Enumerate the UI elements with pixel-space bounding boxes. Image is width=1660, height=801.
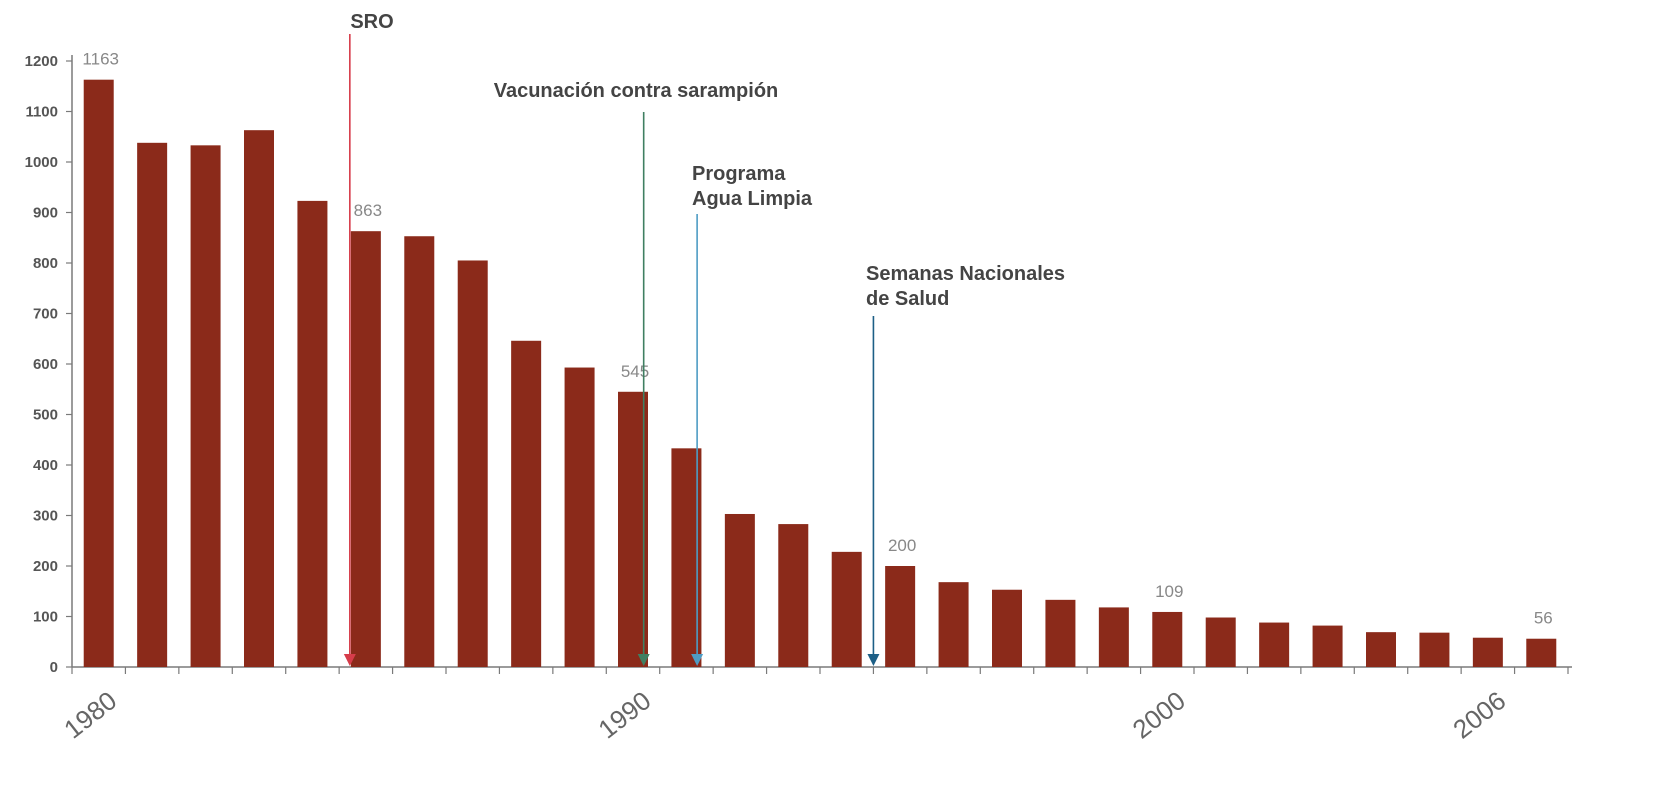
bar <box>1526 638 1557 667</box>
bar <box>1419 632 1450 667</box>
data-label: 109 <box>1155 582 1183 601</box>
x-tick-label: 1990 <box>592 685 656 744</box>
bar <box>457 260 488 667</box>
y-tick-label: 500 <box>33 407 58 424</box>
annotations: SRO Vacunación contra sarampión Programa Ag… <box>343 11 1065 666</box>
annotation-label: de Salud <box>866 288 949 310</box>
annotation-arrow-head <box>691 654 704 666</box>
annotation-arrow-head <box>637 654 650 666</box>
annotation-label: Programa <box>692 163 786 185</box>
bar <box>404 236 435 668</box>
bar <box>938 582 969 667</box>
annotation-semanas-salud: Semanas Nacionales de Salud <box>866 263 1065 666</box>
y-tick-label: 200 <box>33 558 58 575</box>
bar <box>1312 625 1343 667</box>
data-label: 56 <box>1534 609 1553 628</box>
bar <box>564 367 595 667</box>
x-axis: 1980 1990 2000 2006 <box>58 666 1572 744</box>
bar <box>831 551 862 667</box>
y-tick-label: 400 <box>33 457 58 474</box>
bar <box>1472 637 1503 667</box>
x-tick-label: 2000 <box>1127 685 1191 744</box>
x-tick-label: 2006 <box>1447 685 1511 744</box>
annotation-agua-limpia: Programa Agua Limpia <box>691 163 813 666</box>
data-label: 1163 <box>82 50 119 69</box>
annotation-label: Semanas Nacionales <box>866 263 1065 285</box>
data-labels: 1163 863 545 200 109 56 <box>82 50 1552 628</box>
y-tick-label: 1000 <box>25 154 58 171</box>
bar <box>1205 617 1236 667</box>
y-tick-label: 100 <box>33 609 58 626</box>
y-tick-label: 0 <box>50 659 58 676</box>
y-tick-label: 900 <box>33 205 58 222</box>
y-axis: 0 100 200 300 400 500 600 700 800 900 1000 1100 1200 <box>25 53 73 676</box>
x-tick-label: 1980 <box>58 685 122 744</box>
bar <box>1259 622 1290 667</box>
bar <box>244 130 274 667</box>
bar <box>778 524 809 667</box>
bar <box>83 79 114 667</box>
data-label: 200 <box>888 536 916 555</box>
bar <box>992 589 1022 667</box>
annotation-label: SRO <box>350 11 393 33</box>
bar <box>137 142 168 667</box>
bar <box>885 566 916 667</box>
bar <box>511 340 542 667</box>
annotation-vacunacion: Vacunación contra sarampión <box>494 80 779 666</box>
annotation-label: Agua Limpia <box>692 188 813 210</box>
bar <box>350 231 381 667</box>
y-tick-label: 300 <box>33 508 58 525</box>
bar <box>1152 611 1183 667</box>
data-label: 545 <box>621 362 649 381</box>
bar <box>190 145 221 667</box>
annotation-arrow-head <box>867 654 880 666</box>
bar <box>1366 632 1396 667</box>
annotation-sro: SRO <box>343 11 394 666</box>
bar <box>1045 599 1076 667</box>
bars <box>83 79 1557 668</box>
bar <box>724 513 755 667</box>
y-tick-label: 1100 <box>25 104 58 121</box>
y-tick-label: 1200 <box>25 53 58 70</box>
data-label: 863 <box>354 201 382 220</box>
annotation-label: Vacunación contra sarampión <box>494 80 779 102</box>
annotation-arrow-head <box>343 654 356 666</box>
bar <box>1098 607 1129 667</box>
bar <box>297 200 328 667</box>
y-tick-label: 800 <box>33 255 58 272</box>
y-tick-label: 600 <box>33 356 58 373</box>
y-tick-label: 700 <box>33 306 58 323</box>
